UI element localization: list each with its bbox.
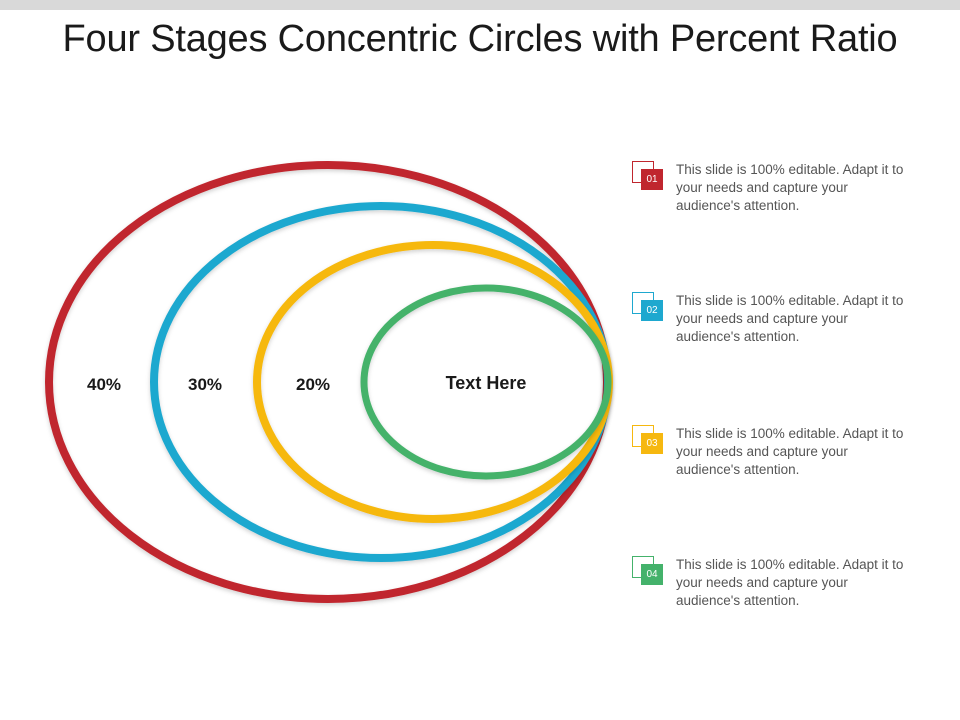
legend-text: This slide is 100% editable. Adapt it to… xyxy=(676,162,904,213)
legend-item-02: 02 This slide is 100% editable. Adapt it… xyxy=(632,292,904,346)
top-bar xyxy=(0,0,960,10)
ring-label-40: 40% xyxy=(86,375,122,394)
number-badge: 04 xyxy=(641,564,663,585)
legend-text: This slide is 100% editable. Adapt it to… xyxy=(676,426,904,477)
slide-title: Four Stages Concentric Circles with Perc… xyxy=(62,18,898,60)
ring-center xyxy=(360,284,612,480)
legend-item-04: 04 This slide is 100% editable. Adapt it… xyxy=(632,556,904,610)
legend-text: This slide is 100% editable. Adapt it to… xyxy=(676,293,904,344)
legend-item-03: 03 This slide is 100% editable. Adapt it… xyxy=(632,425,904,479)
number-badge: 02 xyxy=(641,300,663,321)
number-badge: 03 xyxy=(641,433,663,454)
ring-label-20: 20% xyxy=(295,375,331,394)
ring-label-30: 30% xyxy=(187,375,223,394)
legend-text: This slide is 100% editable. Adapt it to… xyxy=(676,557,904,608)
legend-item-01: 01 This slide is 100% editable. Adapt it… xyxy=(632,161,904,215)
number-badge: 01 xyxy=(641,169,663,190)
center-label: Text Here xyxy=(445,373,527,393)
